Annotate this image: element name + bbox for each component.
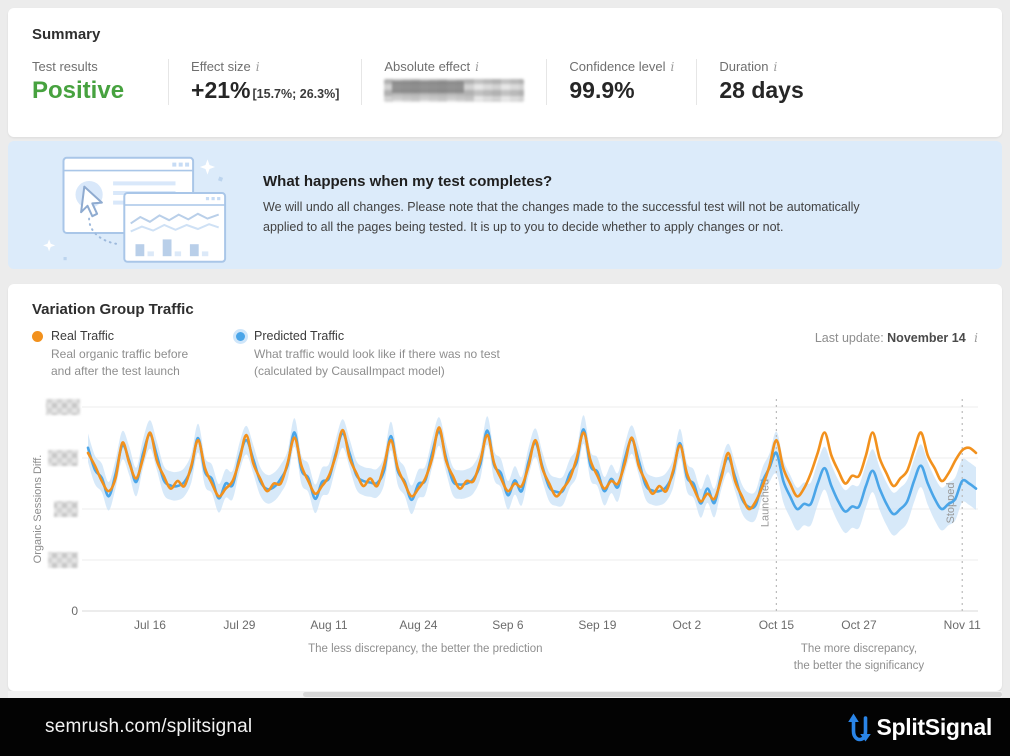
x-tick-label: Oct 15 bbox=[759, 618, 795, 632]
x-tick-label: Jul 29 bbox=[223, 618, 255, 632]
metric-absolute-effect: Absolute effect i bbox=[361, 59, 546, 105]
chart-annotation: The more discrepancy, bbox=[801, 643, 917, 655]
test-complete-illustration bbox=[8, 141, 263, 269]
metric-label: Effect size i bbox=[191, 59, 339, 74]
metric-label: Test results bbox=[32, 59, 98, 74]
banner-title: What happens when my test completes? bbox=[263, 173, 553, 190]
browser-windows-illustration bbox=[43, 156, 227, 263]
footer: semrush.com/splitsignal SplitSignal bbox=[0, 698, 1010, 756]
x-tick-label: Sep 6 bbox=[492, 618, 524, 632]
launched-marker-label: Launched bbox=[759, 479, 771, 527]
last-update-label: Last update: bbox=[814, 331, 884, 345]
predicted-traffic-dot-icon bbox=[236, 332, 245, 341]
effect-size-value: +21% [15.7%; 26.3%] bbox=[191, 77, 339, 104]
metric-label-text: Absolute effect bbox=[384, 59, 471, 74]
metric-confidence-level: Confidence level i 99.9% bbox=[546, 59, 696, 105]
chart-card: Variation Group Traffic Real Traffic Rea… bbox=[8, 284, 1002, 691]
legend-description: Real organic traffic before and after th… bbox=[51, 347, 189, 379]
last-update-value: November 14 bbox=[887, 331, 966, 345]
traffic-chart[interactable]: Launched Stopped Jul 16 Jul 29 Aug 11 Aug 24 S… bbox=[32, 393, 981, 685]
chart-annotation: the better the significancy bbox=[794, 660, 925, 672]
legend-predicted-traffic: Predicted Traffic What traffic would loo… bbox=[235, 329, 509, 381]
info-icon[interactable]: i bbox=[974, 331, 978, 345]
x-tick-label: Sep 19 bbox=[578, 618, 616, 632]
y-tick-redacted bbox=[54, 500, 78, 517]
metric-label-text: Duration bbox=[719, 59, 769, 74]
y-tick-redacted bbox=[46, 398, 80, 415]
confidence-band bbox=[88, 414, 976, 536]
metric-effect-size: Effect size i +21% [15.7%; 26.3%] bbox=[168, 59, 361, 105]
info-icon[interactable]: i bbox=[255, 60, 260, 74]
absolute-effect-redacted-value bbox=[384, 79, 525, 102]
horizontal-scrollbar[interactable] bbox=[8, 691, 1002, 698]
metric-label: Confidence level i bbox=[569, 59, 674, 74]
page: Summary Test results Positive Effect siz… bbox=[8, 8, 1002, 698]
banner-body: We will undo all changes. Please note th… bbox=[263, 200, 860, 234]
footer-url: semrush.com/splitsignal bbox=[45, 716, 253, 737]
confidence-interval: [15.7%; 26.3%] bbox=[252, 87, 340, 101]
info-icon[interactable]: i bbox=[475, 60, 479, 74]
test-result-value: Positive bbox=[32, 77, 125, 104]
x-tick-label: Oct 2 bbox=[673, 618, 702, 632]
info-banner: What happens when my test completes? We … bbox=[8, 141, 1002, 269]
y-axis-zero-label: 0 bbox=[71, 604, 78, 618]
y-tick-redacted bbox=[48, 449, 78, 466]
x-tick-label: Oct 27 bbox=[841, 618, 877, 632]
chart-title: Variation Group Traffic bbox=[32, 301, 194, 318]
metric-label-text: Effect size bbox=[191, 59, 251, 74]
banner-text: What happens when my test completes? We … bbox=[263, 173, 903, 237]
y-tick-redacted bbox=[48, 551, 78, 568]
summary-card: Summary Test results Positive Effect siz… bbox=[8, 8, 1002, 137]
summary-metrics: Test results Positive Effect size i +21%[… bbox=[32, 59, 978, 105]
info-icon[interactable]: i bbox=[670, 60, 675, 74]
metric-duration: Duration i 28 days bbox=[696, 59, 825, 105]
metric-label-text: Confidence level bbox=[569, 59, 666, 74]
legend-description: What traffic would look like if there wa… bbox=[254, 347, 500, 379]
splitsignal-logo-icon bbox=[848, 713, 872, 742]
x-tick-label: Aug 11 bbox=[310, 618, 347, 632]
summary-title: Summary bbox=[32, 26, 101, 43]
chart-annotation: The less discrepancy, the better the pre… bbox=[308, 643, 542, 655]
info-icon[interactable]: i bbox=[773, 60, 778, 74]
y-axis-title: Organic Sessions Diff. bbox=[32, 454, 44, 563]
chart-legend: Real Traffic Real organic traffic before… bbox=[32, 329, 978, 381]
effect-size-number: +21% bbox=[191, 77, 251, 103]
x-tick-label: Aug 24 bbox=[399, 618, 437, 632]
metric-test-results: Test results Positive bbox=[32, 59, 146, 105]
legend-real-traffic: Real Traffic Real organic traffic before… bbox=[32, 329, 211, 381]
x-tick-label: Jul 16 bbox=[134, 618, 166, 632]
real-traffic-line bbox=[86, 425, 978, 511]
real-traffic-dot-icon bbox=[32, 331, 43, 342]
metric-label: Duration i bbox=[719, 59, 803, 74]
scrollbar-thumb[interactable] bbox=[303, 692, 1002, 697]
x-tick-label: Nov 11 bbox=[944, 618, 981, 632]
splitsignal-brand: SplitSignal bbox=[845, 711, 992, 743]
duration-value: 28 days bbox=[719, 77, 804, 103]
brand-name: SplitSignal bbox=[876, 713, 992, 740]
legend-name: Predicted Traffic bbox=[254, 329, 345, 343]
confidence-level-value: 99.9% bbox=[569, 77, 635, 103]
last-update: Last update: November 14 i bbox=[815, 331, 978, 345]
metric-label: Absolute effect i bbox=[384, 59, 524, 74]
legend-name: Real Traffic bbox=[51, 329, 114, 343]
